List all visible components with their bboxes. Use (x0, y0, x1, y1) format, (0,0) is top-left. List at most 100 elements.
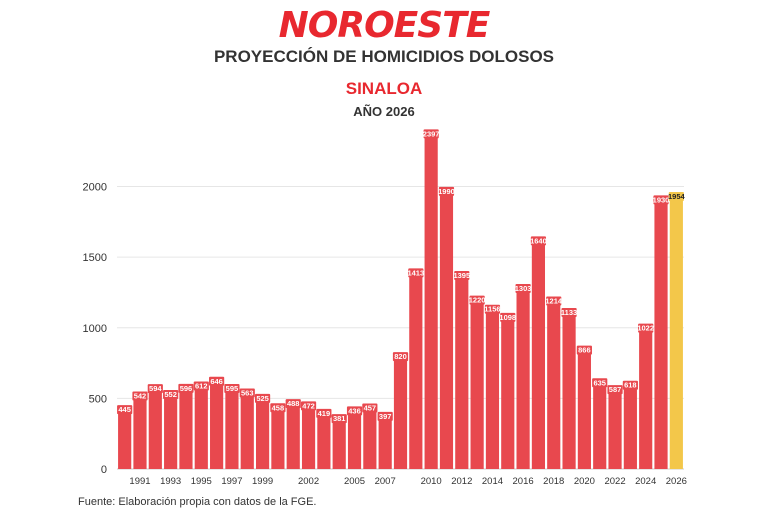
bar (210, 377, 224, 469)
x-tick-label: 2007 (375, 476, 396, 487)
bar (547, 297, 561, 469)
value-label: 587 (609, 385, 622, 394)
value-label: 1413 (407, 268, 424, 277)
value-label-bg (638, 323, 654, 333)
value-label: 472 (302, 401, 315, 410)
bar (286, 400, 300, 469)
value-label: 1954 (668, 192, 686, 201)
x-tick-label: 2005 (344, 476, 365, 487)
y-tick-label: 2000 (83, 182, 107, 194)
bar (133, 392, 147, 469)
value-label-bg (132, 391, 148, 401)
value-label-bg (377, 411, 393, 421)
value-label-bg (331, 414, 347, 424)
value-label-bg (576, 345, 592, 355)
value-label: 1156 (484, 305, 500, 314)
value-label: 1990 (438, 187, 455, 196)
value-label-bg (392, 352, 409, 362)
bar (562, 308, 576, 469)
value-label: 525 (256, 394, 269, 403)
value-label: 618 (624, 381, 637, 390)
x-tick-label: 2016 (513, 476, 534, 487)
value-label: 2397 (423, 129, 440, 138)
bar (164, 391, 178, 469)
value-label-bg (515, 283, 531, 293)
bar (639, 324, 653, 469)
x-tick-label: 1997 (221, 476, 242, 487)
x-tick-label: 2024 (635, 476, 656, 487)
value-label-bg (254, 393, 271, 403)
bar (317, 409, 331, 469)
bar (255, 394, 270, 469)
value-label-bg (668, 191, 684, 201)
value-label-bg (408, 268, 424, 278)
bar (455, 271, 469, 469)
bar (608, 386, 622, 469)
bar (577, 346, 591, 469)
value-label-bg (163, 390, 179, 400)
value-label-bg (592, 378, 608, 388)
value-label-bg (270, 403, 286, 413)
x-tick-label: 1995 (191, 476, 212, 487)
bar (118, 406, 132, 469)
bar (516, 284, 530, 469)
value-label-bg (117, 405, 133, 415)
bar (439, 187, 454, 469)
x-tick-label: 2002 (298, 476, 319, 487)
bar (424, 130, 438, 469)
value-label-bg (454, 270, 470, 280)
bar (485, 305, 500, 469)
value-label: 563 (241, 388, 254, 397)
value-label-bg (561, 307, 577, 317)
value-label-bg (607, 385, 623, 395)
value-label: 419 (318, 409, 331, 418)
value-label-bg (147, 384, 163, 394)
y-tick-label: 1500 (83, 252, 107, 264)
bar (347, 407, 362, 469)
x-tick-label: 2026 (666, 476, 687, 487)
value-label-bg (622, 380, 638, 390)
chart-title: PROYECCIÓN DE HOMICIDIOS DOLOSOS (213, 47, 555, 66)
value-label: 436 (348, 406, 361, 415)
y-tick-label: 0 (101, 464, 107, 476)
bar (271, 404, 285, 469)
x-tick-label: 2018 (543, 476, 564, 487)
noroeste-logo: NOROESTE (278, 5, 491, 46)
bar (301, 402, 316, 469)
value-label-bg (239, 388, 255, 398)
value-label: 1303 (515, 284, 532, 293)
value-label-bg (530, 236, 547, 246)
bar (332, 415, 346, 469)
value-label: 1395 (453, 271, 470, 280)
value-label: 381 (333, 414, 346, 423)
value-label-bg (546, 296, 562, 306)
bar (409, 269, 423, 469)
value-label: 866 (578, 346, 591, 355)
value-label: 820 (394, 352, 407, 361)
value-label-bg (484, 304, 501, 314)
value-label-bg (178, 383, 194, 393)
y-tick-label: 1000 (83, 323, 107, 335)
value-label: 445 (118, 405, 131, 414)
bar (501, 313, 515, 469)
value-label-bg (224, 383, 240, 393)
x-tick-label: 2010 (421, 476, 442, 487)
bar (393, 353, 408, 469)
bar (593, 379, 607, 469)
x-tick-label: 1999 (252, 476, 273, 487)
x-tick-label: 1993 (160, 476, 181, 487)
bar (470, 296, 484, 469)
bar (179, 384, 193, 469)
value-label-bg (438, 186, 455, 196)
value-label: 1930 (653, 195, 670, 204)
value-label: 635 (593, 378, 606, 387)
value-label-bg (500, 312, 516, 322)
value-label: 612 (195, 382, 208, 391)
value-label-bg (209, 376, 225, 386)
bar (363, 404, 377, 469)
value-label: 397 (379, 412, 392, 421)
value-label: 646 (210, 377, 223, 386)
bar (378, 412, 392, 469)
bar (623, 381, 637, 469)
x-tick-label: 2022 (604, 476, 625, 487)
